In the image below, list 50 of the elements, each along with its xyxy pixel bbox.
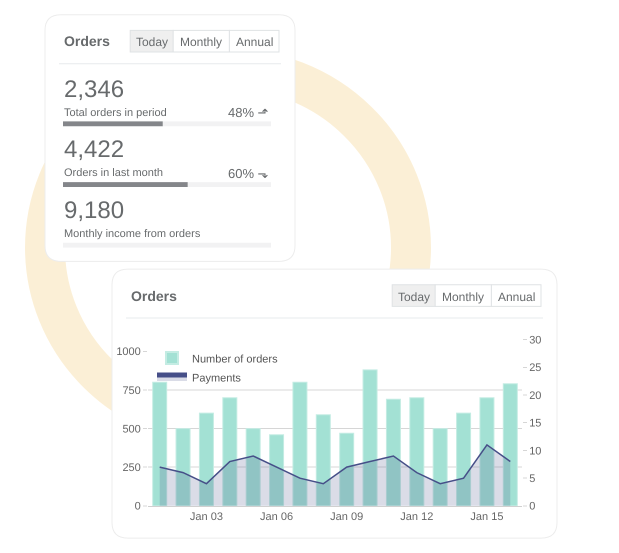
- bar: [198, 412, 214, 506]
- text: Monthly: [442, 290, 484, 304]
- x-tick-label: Jan 12: [400, 511, 434, 524]
- bar: [176, 428, 191, 506]
- x-tick-label: Jan 03: [190, 511, 223, 524]
- bar: [292, 382, 308, 506]
- text: Annual: [236, 35, 274, 49]
- bar: [246, 428, 261, 506]
- text: Today: [136, 35, 168, 49]
- bar: [502, 383, 518, 506]
- category-label: Total orders in period: [64, 107, 167, 119]
- y2-tick-label: 0: [529, 500, 536, 513]
- y2-tick-label: 10: [529, 445, 542, 458]
- bar: [269, 434, 284, 506]
- x-tick-label: Jan 06: [260, 511, 294, 524]
- bar: [316, 414, 331, 506]
- bar: [222, 397, 238, 506]
- category-label: Orders in last month: [64, 167, 164, 179]
- data-label: 60% ⬎: [228, 166, 269, 181]
- y-tick-label: 0: [134, 500, 141, 513]
- legend-label: Number of orders: [192, 353, 278, 366]
- text: Orders: [64, 33, 110, 49]
- bar: [456, 412, 472, 506]
- x-tick-label: Jan 15: [470, 511, 504, 524]
- y-tick-label: 750: [122, 384, 141, 397]
- bar: [386, 398, 401, 506]
- legend-label: Payments: [192, 372, 242, 384]
- y2-tick-label: 30: [529, 334, 542, 346]
- y2-tick-label: 5: [529, 473, 536, 486]
- bar: [409, 397, 424, 506]
- y-tick-label: 1000: [116, 346, 141, 358]
- data-label: 48% ⬏: [228, 105, 269, 120]
- y2-tick-label: 25: [529, 362, 542, 374]
- text: 4,422: [64, 136, 124, 163]
- bar: [432, 428, 448, 506]
- y2-tick-label: 15: [529, 418, 542, 430]
- chart-title: Orders: [131, 288, 178, 304]
- text: Annual: [498, 290, 536, 304]
- text: Monthly: [180, 35, 222, 49]
- y2-tick-label: 20: [529, 390, 542, 402]
- y-tick-label: 250: [122, 462, 141, 474]
- bar: [339, 432, 354, 506]
- y-tick-label: 500: [122, 423, 141, 436]
- text: Today: [398, 290, 430, 304]
- bar: [479, 397, 494, 506]
- bar: [362, 369, 378, 506]
- x-tick-label: Jan 09: [330, 511, 364, 524]
- category-label: Monthly income from orders: [64, 228, 201, 240]
- text: 2,346: [64, 76, 124, 103]
- text: 9,180: [64, 197, 124, 224]
